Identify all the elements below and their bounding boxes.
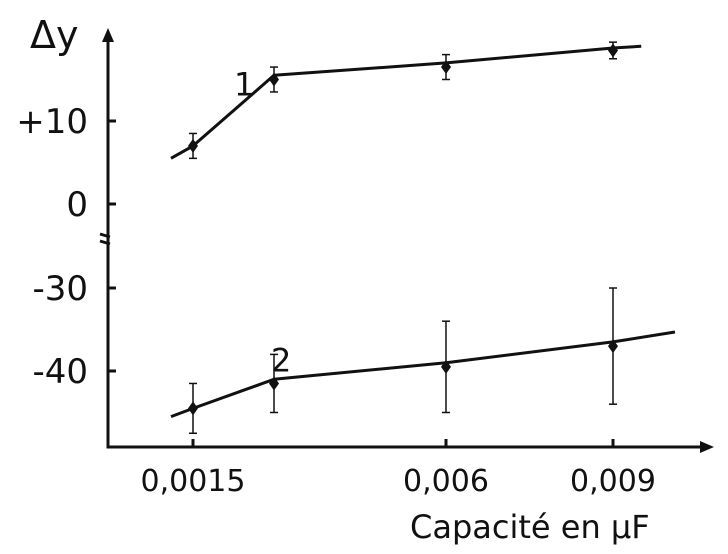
y-axis-label: Δy (30, 13, 78, 57)
y-axis-break (99, 232, 111, 246)
data-point (188, 138, 198, 153)
axes-lines (106, 38, 702, 449)
x-axis-arrow (700, 441, 714, 453)
y-tick-label: -30 (32, 269, 88, 309)
data-point (269, 72, 279, 87)
x-tick-label: 0,0015 (141, 464, 246, 499)
y-tick-label: -40 (32, 352, 88, 392)
ticks: +10 0 -30 -40 0,0015 0,006 0,009 (16, 102, 656, 499)
series-2-line (170, 330, 676, 419)
series-1-label: 1 (234, 66, 254, 104)
data-point (608, 43, 618, 58)
x-tick-label: 0,006 (403, 464, 489, 499)
y-tick-label: +10 (16, 102, 88, 142)
series-1-line (170, 44, 642, 160)
axes (99, 28, 714, 453)
data-point (441, 359, 451, 374)
y-tick-label: 0 (66, 185, 88, 225)
data-point (269, 376, 279, 391)
data-point (608, 339, 618, 354)
data-point (188, 401, 198, 416)
series-2-label: 2 (271, 341, 291, 379)
data-point (441, 60, 451, 75)
x-axis-label: Capacité en µF (410, 508, 650, 546)
y-axis-arrow (102, 28, 114, 42)
plot-area: 12 (170, 41, 676, 434)
x-tick-label: 0,009 (570, 464, 656, 499)
